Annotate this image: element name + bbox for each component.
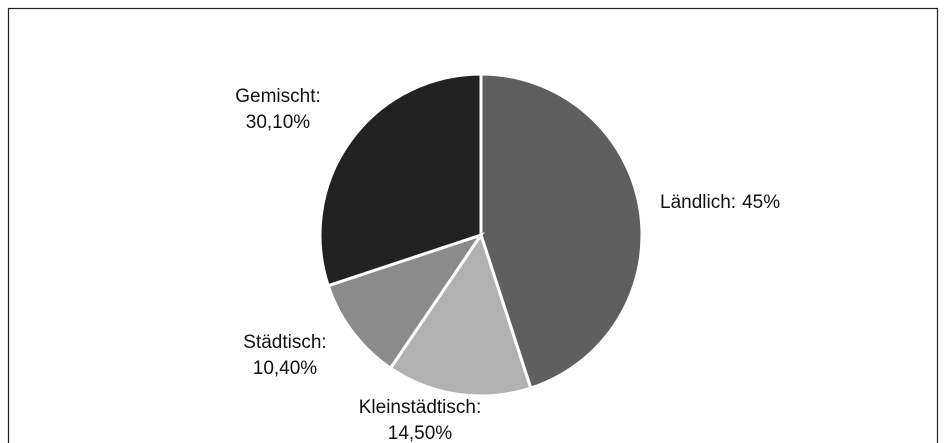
slice-category: Städtisch:	[243, 332, 326, 353]
slice-value: 45%	[742, 192, 780, 213]
slice-label: Kleinstädtisch: 14,50%	[359, 397, 482, 443]
slice-label: Ländlich: 45%	[660, 192, 780, 213]
pie-slice	[479, 72, 644, 391]
pie-slice	[318, 72, 483, 288]
pie-slice	[326, 232, 485, 371]
slice-label: Städtisch: 10,40%	[243, 332, 326, 379]
chart-frame	[7, 7, 939, 443]
slice-category: Ländlich:	[660, 192, 736, 213]
slice-value: 30,10%	[246, 112, 311, 133]
pie-slice	[388, 231, 533, 398]
slice-category: Kleinstädtisch:	[359, 397, 482, 418]
slice-value: 10,40%	[253, 358, 318, 379]
slice-category: Gemischt:	[235, 86, 321, 107]
slice-label: Gemischt: 30,10%	[235, 86, 321, 133]
slice-value: 14,50%	[388, 423, 453, 443]
